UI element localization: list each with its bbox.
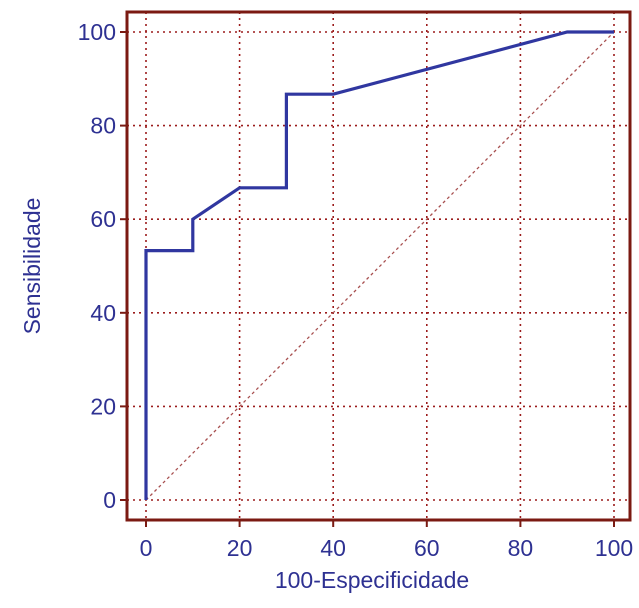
y-tick-label: 40 (90, 300, 116, 326)
x-tick-label: 100 (595, 535, 633, 561)
ticks-layer: 0 20 40 60 80 100 0 20 40 60 80 100 (78, 19, 634, 561)
roc-curve-line (144, 30, 614, 500)
x-tick-label: 0 (140, 535, 153, 561)
x-tick-label: 60 (414, 535, 440, 561)
series-layer (144, 30, 614, 500)
y-tick-label: 0 (103, 487, 116, 513)
x-axis-label: 100-Especificidade (275, 567, 469, 593)
x-tick-label: 40 (320, 535, 346, 561)
y-tick-label: 100 (78, 19, 116, 45)
reference-diagonal-line (145, 31, 615, 501)
plot-frame (125, 10, 632, 522)
y-tick-label: 20 (90, 393, 116, 419)
y-tick-label: 80 (90, 113, 116, 139)
reference-layer (145, 31, 615, 501)
frame-layer (125, 10, 632, 522)
y-axis-label: Sensibilidade (19, 198, 45, 335)
y-tick-label: 60 (90, 206, 116, 232)
x-tick-label: 20 (227, 535, 253, 561)
x-tick-label: 80 (508, 535, 534, 561)
